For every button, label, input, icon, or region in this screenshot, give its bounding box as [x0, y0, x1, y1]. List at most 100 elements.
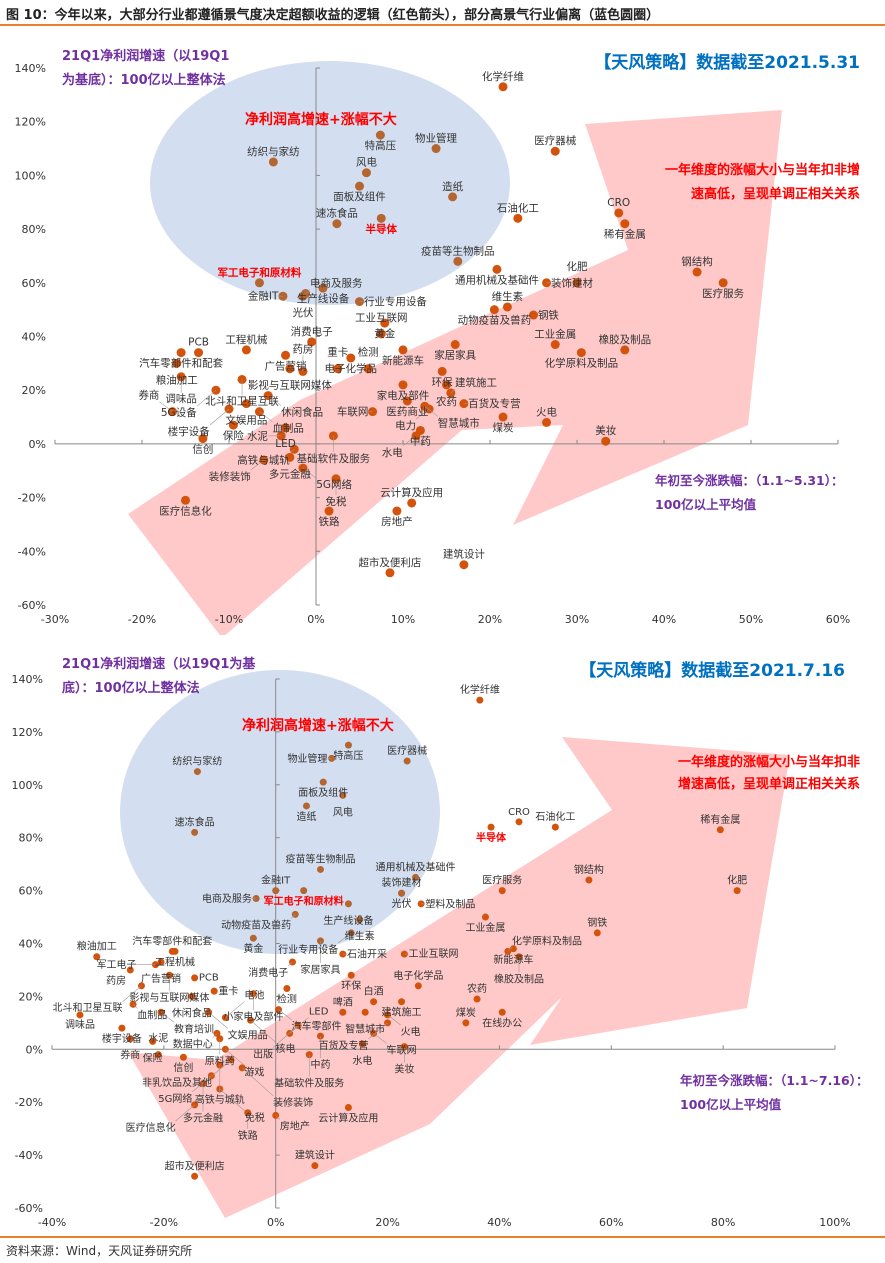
point-label: 基础软件及服务 [274, 1077, 344, 1090]
data-point [462, 1019, 470, 1027]
data-point [716, 826, 724, 834]
data-point [476, 696, 484, 704]
point-label: 铁路 [238, 1129, 258, 1142]
point-label: 消费电子 [248, 966, 288, 979]
data-point [316, 937, 324, 945]
point-label: 物业管理 [415, 132, 457, 145]
x-tick-label: 0% [307, 613, 324, 626]
point-label: 行业专用设备 [278, 943, 338, 956]
point-label: 美妆 [595, 424, 616, 437]
data-point [370, 1029, 378, 1037]
data-point [176, 348, 186, 358]
point-label: 车联网 [387, 1043, 417, 1056]
x-tick-label: 10% [391, 613, 415, 626]
point-label: 工业金属 [534, 328, 576, 341]
point-label: 水电 [352, 1054, 372, 1067]
point-label: 房地产 [381, 515, 413, 528]
point-label: 云计算及应用 [380, 486, 443, 499]
point-label: 电力 [395, 419, 416, 432]
point-label: 医疗器械 [387, 744, 427, 757]
x-tick-label: 100% [819, 1216, 850, 1229]
data-point [281, 350, 291, 360]
point-label: 维生素 [492, 290, 524, 303]
x-tick-label: 40% [487, 1216, 511, 1229]
data-point [118, 1024, 126, 1032]
point-label: 券商 [120, 1049, 140, 1062]
y-tick-label: 20% [22, 384, 46, 397]
point-label: 农药 [467, 982, 487, 995]
label-leader-line [288, 961, 293, 967]
label-leader-line [387, 1014, 401, 1026]
point-label: 装饰建材 [551, 276, 593, 289]
point-label: 云计算及应用 [318, 1111, 378, 1124]
data-point [398, 998, 406, 1006]
data-point [339, 1008, 347, 1016]
label-leader-line [219, 1088, 245, 1112]
annotation-layer: 【天风策略】数据截至2021.5.31 21Q1净利润增速（以19Q1 为基底）：1… [62, 48, 860, 512]
data-point [402, 396, 412, 406]
data-point [529, 310, 538, 320]
point-label: 家居家具 [300, 963, 340, 976]
point-label: 化学纤维 [482, 70, 524, 83]
point-label: 广告营销 [265, 359, 307, 372]
point-label: 超市及便利店 [165, 1159, 225, 1172]
point-label: 多元金融 [183, 1112, 223, 1125]
x-tick-label: -30% [41, 613, 69, 626]
point-label: 5G网络 [158, 1092, 192, 1105]
point-label: 煤炭 [456, 1006, 476, 1019]
point-label: 免税 [326, 495, 347, 508]
point-label: 高铁与城轨 [195, 1093, 245, 1106]
data-point [515, 953, 523, 961]
data-point [692, 267, 702, 277]
data-point [307, 337, 317, 347]
point-label: 橡胶及制品 [599, 333, 652, 346]
point-label: 稀有金属 [604, 228, 646, 241]
label-leader-line [250, 459, 264, 471]
data-point [268, 157, 278, 167]
point-label: 水泥 [148, 1032, 168, 1045]
point-label: 黄金 [374, 327, 395, 340]
data-point [347, 971, 355, 979]
x-tick-label: 40% [652, 613, 676, 626]
data-point [283, 984, 291, 992]
point-label: LED [275, 438, 296, 450]
point-label: 生产线设备 [323, 914, 373, 927]
point-label: 数据中心 [173, 1037, 213, 1050]
annotation-layer: 【天风策略】数据截至2021.7.16 21Q1净利润增速（以19Q1为基底）：1… [62, 656, 868, 1112]
scatter-panel-1: 140% 120% 100% 80% 60% 40% 20% 0% -20% -40% -60%-3… [15, 48, 860, 635]
point-label: 重卡 [327, 346, 348, 359]
point-label: 行业专用设备 [364, 295, 427, 308]
x-axis-title: 年初至今涨跌幅：（1.1~7.16）： [680, 1073, 868, 1088]
label-leader-line [289, 449, 295, 454]
data-point [93, 953, 101, 961]
y-tick-label: 100% [15, 169, 46, 182]
data-point [414, 982, 422, 990]
data-point [272, 887, 280, 895]
point-label: 建筑施工 [455, 376, 497, 389]
point-label: 水电 [382, 446, 403, 459]
label-leader-line [267, 395, 282, 406]
data-point [316, 865, 324, 873]
data-point [593, 929, 601, 937]
circle-annotation: 净利润高增速+涨幅不大 [245, 111, 397, 128]
points-layer [76, 696, 741, 1180]
data-point [718, 278, 728, 288]
y-tick-label: -40% [18, 545, 46, 558]
point-label: 化肥 [567, 260, 588, 273]
label-leader-line [250, 1019, 276, 1043]
data-point [370, 998, 378, 1006]
point-label: 建筑设计 [443, 548, 485, 561]
data-point [363, 364, 373, 374]
y-tick-label: 0% [29, 438, 46, 451]
label-leader-line [290, 914, 296, 919]
point-label: 新能源车 [382, 354, 424, 367]
point-label: 粮油加工 [77, 940, 117, 953]
data-point [442, 380, 451, 390]
point-label: 光伏 [392, 897, 412, 910]
data-point [431, 144, 441, 154]
data-point [481, 913, 489, 921]
x-tick-label: 60% [826, 613, 850, 626]
top-rule [0, 24, 885, 26]
point-label: 影视与互联网媒体 [129, 991, 209, 1004]
point-label: 面板及组件 [298, 786, 348, 799]
